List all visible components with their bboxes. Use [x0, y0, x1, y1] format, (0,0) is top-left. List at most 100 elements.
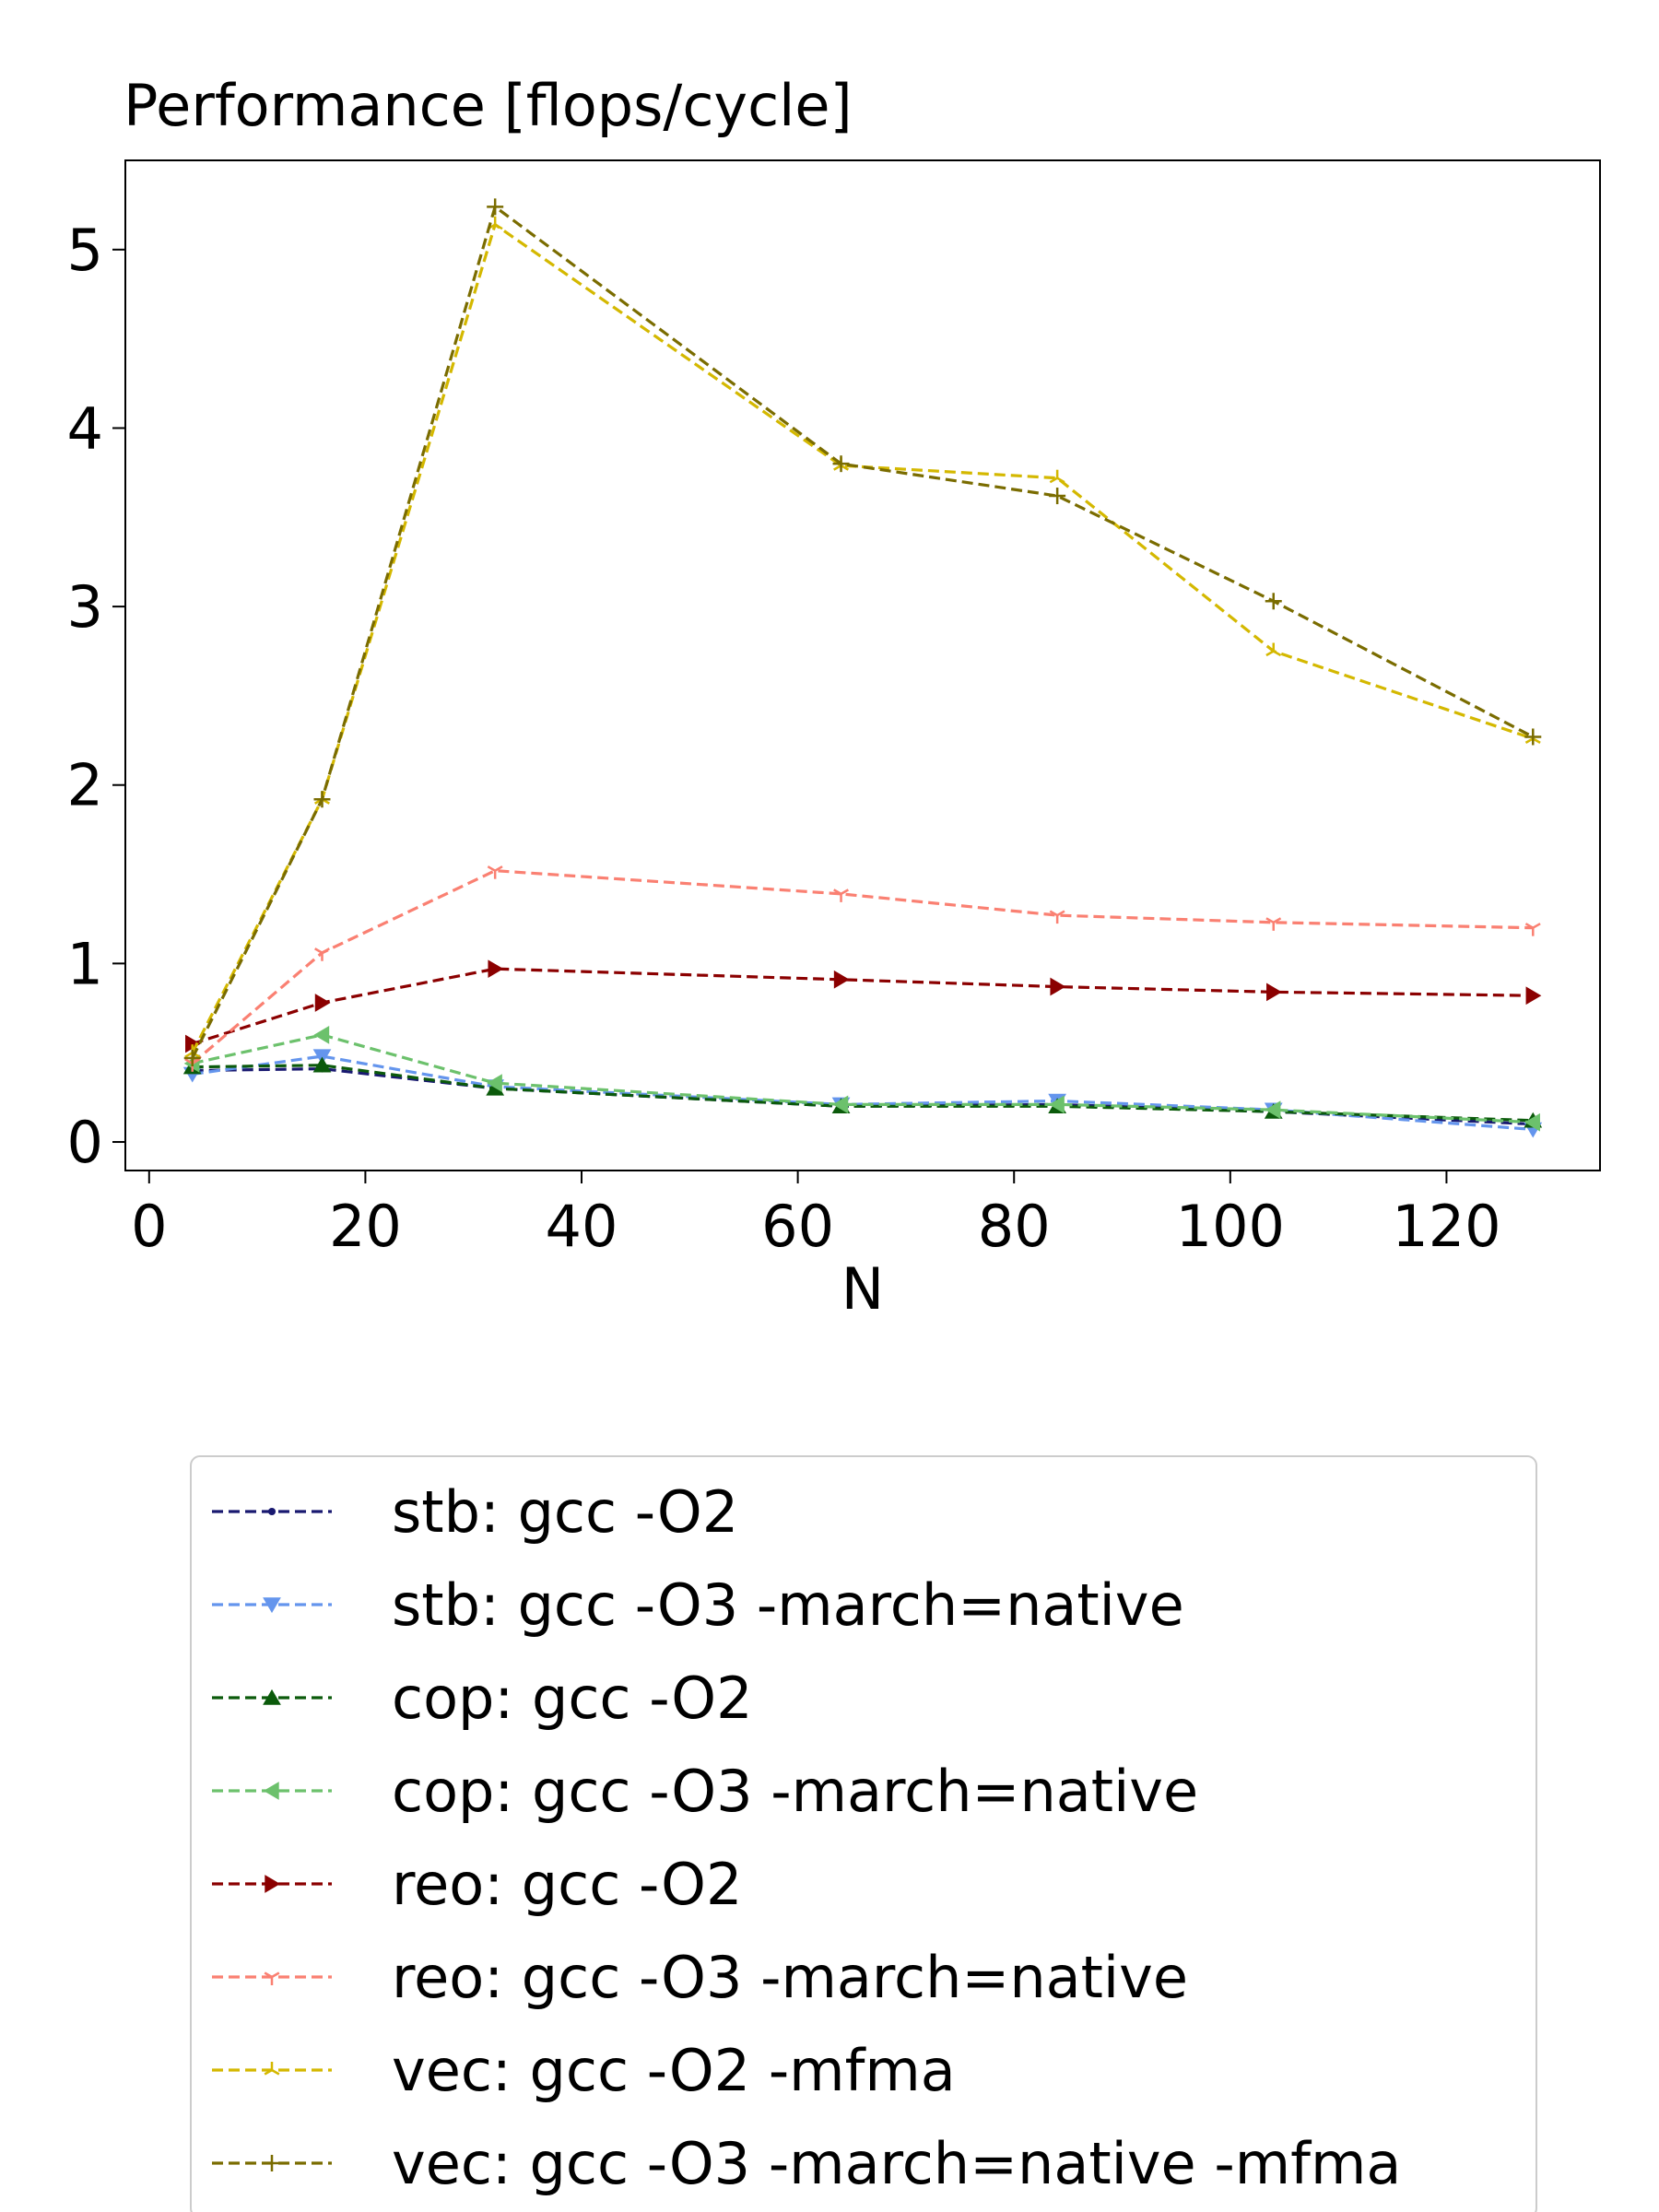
- marker-stroke: [1532, 923, 1541, 929]
- legend-entry-7: vec: gcc -O2 -mfma: [212, 2037, 956, 2104]
- y-tick-label: 3: [67, 573, 103, 641]
- x-tick-label: 100: [1176, 1193, 1285, 1260]
- legend-label: vec: gcc -O3 -march=native -mfma: [392, 2130, 1401, 2197]
- legend-label: stb: gcc -O3 -march=native: [392, 1571, 1184, 1639]
- x-tick-label: 60: [761, 1193, 834, 1260]
- series-line: [191, 204, 1535, 1059]
- legend-entry-8: vec: gcc -O3 -march=native -mfma: [212, 2130, 1401, 2197]
- x-tick-label: 80: [978, 1193, 1051, 1260]
- marker-stroke: [494, 865, 503, 872]
- marker-stroke: [271, 2068, 280, 2076]
- marker-stroke: [184, 1052, 194, 1058]
- data-point: [487, 1074, 502, 1092]
- data-point: [1049, 910, 1065, 924]
- data-point: [833, 888, 849, 902]
- series-line: [191, 869, 1534, 1065]
- series-6: [184, 865, 1541, 1072]
- series-2: [182, 1049, 1543, 1138]
- data-point: [313, 791, 331, 808]
- x-axis-label: N: [841, 1255, 884, 1323]
- series-line: [192, 967, 1534, 1046]
- marker-stroke: [833, 888, 842, 895]
- series-3: [182, 1056, 1543, 1128]
- marker-stroke: [314, 947, 324, 954]
- y-tick-label: 0: [67, 1109, 103, 1176]
- legend-entry-5: reo: gcc -O2: [212, 1851, 742, 1918]
- marker-stroke: [1524, 737, 1534, 744]
- data-point: [487, 865, 503, 879]
- data-point: [263, 1782, 279, 1800]
- marker-stroke: [1265, 917, 1275, 924]
- marker-stroke: [494, 223, 503, 230]
- marker-stroke: [1273, 650, 1282, 657]
- y-tick-label: 2: [67, 752, 103, 819]
- legend-label: cop: gcc -O2: [392, 1665, 753, 1732]
- legend-label: cop: gcc -O3 -march=native: [392, 1758, 1198, 1825]
- marker-stroke: [487, 865, 496, 872]
- x-tick-label: 40: [546, 1193, 618, 1260]
- data-point: [1050, 977, 1066, 996]
- marker-stroke: [1056, 477, 1065, 484]
- data-point: [1265, 642, 1282, 657]
- chart-title: Performance [flops/cycle]: [124, 72, 853, 139]
- data-point: [1049, 1095, 1065, 1114]
- y-tick-label: 1: [67, 930, 103, 997]
- series-line: [192, 1054, 1534, 1132]
- legend-label: reo: gcc -O3 -march=native: [392, 1944, 1188, 2011]
- data-point: [1266, 982, 1282, 1002]
- data-point: [312, 1049, 332, 1065]
- data-point: [263, 1597, 281, 1614]
- data-point: [1265, 1100, 1281, 1120]
- x-axis: 0 20 40 60 80 100 120: [131, 1171, 1501, 1260]
- series-4: [183, 1025, 1540, 1132]
- legend: stb: gcc -O2 stb: gcc -O3 -march=native co…: [190, 1455, 1537, 2212]
- marker-stroke: [1524, 923, 1534, 929]
- data-point: [267, 1507, 276, 1516]
- x-tick-label: 120: [1392, 1193, 1500, 1260]
- marker-stroke: [271, 1971, 280, 1979]
- data-point: [264, 2155, 280, 2171]
- data-point: [833, 970, 850, 989]
- marker-stroke: [1049, 477, 1058, 484]
- data-point: [1525, 986, 1542, 1006]
- legend-label: stb: gcc -O2: [392, 1478, 738, 1546]
- x-tick-label: 20: [329, 1193, 402, 1260]
- plot-area: [182, 198, 1543, 1138]
- data-point: [312, 1056, 332, 1073]
- legend-frame: [190, 1455, 1537, 2212]
- y-tick-label: 5: [67, 217, 103, 284]
- data-point: [314, 994, 331, 1012]
- marker-stroke: [840, 465, 849, 471]
- marker-stroke: [1265, 650, 1275, 657]
- marker-stroke: [1532, 737, 1541, 744]
- marker-stroke: [264, 1971, 273, 1979]
- marker-stroke: [1056, 910, 1065, 917]
- data-point: [313, 1025, 330, 1044]
- series-line: [191, 222, 1534, 1053]
- legend-label: reo: gcc -O2: [392, 1851, 742, 1918]
- marker-stroke: [264, 2068, 273, 2076]
- data-point: [832, 455, 850, 473]
- series-5: [185, 959, 1542, 1053]
- series-line: [192, 1033, 1534, 1124]
- plot-frame: [124, 159, 1601, 1171]
- marker-stroke: [192, 1058, 201, 1065]
- data-point: [1524, 1112, 1540, 1132]
- series-line: [192, 1067, 1534, 1126]
- data-point: [1265, 593, 1282, 610]
- marker-stroke: [321, 947, 330, 954]
- marker-stroke: [1049, 910, 1058, 917]
- y-axis: 0 1 2 3 4 5: [67, 217, 125, 1176]
- legend-entry-6: reo: gcc -O3 -march=native: [212, 1944, 1188, 2011]
- data-point: [487, 198, 504, 216]
- marker-stroke: [184, 1058, 194, 1065]
- data-point: [1524, 728, 1542, 746]
- y-tick-label: 4: [67, 394, 103, 462]
- data-point: [488, 959, 504, 979]
- legend-entry-2: stb: gcc -O3 -march=native: [212, 1571, 1184, 1639]
- x-tick-label: 0: [131, 1193, 167, 1260]
- data-point: [314, 947, 330, 961]
- marker-stroke: [1273, 917, 1282, 924]
- data-point: [264, 2062, 280, 2076]
